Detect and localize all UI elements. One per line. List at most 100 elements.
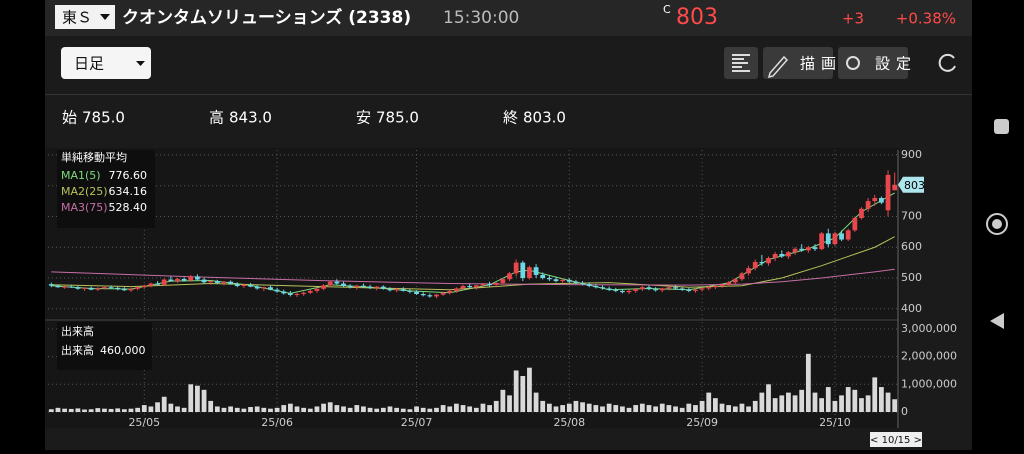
candle-body: [686, 289, 692, 291]
volume-bar: [500, 389, 506, 412]
volume-bar: [75, 408, 81, 412]
ma-legend: [57, 150, 155, 228]
price-tag-label: 803: [904, 179, 925, 192]
volume-bar: [805, 353, 811, 412]
volume-tick-label: 3,000,000: [901, 322, 957, 335]
volume-bar: [540, 400, 546, 412]
candle-body: [327, 281, 333, 286]
candle-body: [493, 282, 499, 285]
summary-label: 終: [503, 109, 518, 127]
candle-body: [852, 218, 858, 231]
candle-body: [772, 254, 778, 258]
candle-body: [779, 254, 785, 257]
volume-bar: [533, 392, 539, 412]
candle-body: [414, 291, 419, 294]
volume-legend-value: 460,000: [100, 344, 146, 357]
ma-legend-value: 776.60: [109, 169, 148, 182]
candle-body: [653, 289, 659, 291]
volume-bar: [327, 402, 333, 412]
volume-bar: [493, 400, 499, 412]
volume-bar: [454, 403, 459, 412]
volume-bar: [301, 407, 307, 412]
volume-bar: [560, 405, 566, 412]
volume-bar: [620, 406, 625, 412]
candle-body: [221, 281, 227, 283]
volume-bar: [726, 405, 732, 412]
volume-tick-label: 2,000,000: [901, 350, 957, 363]
volume-bar: [380, 407, 386, 412]
volume-bar: [228, 406, 234, 412]
candle-body: [859, 208, 864, 218]
candle-body: [805, 247, 811, 251]
candle-body: [600, 287, 605, 289]
change-pct: +0.38%: [896, 10, 956, 28]
volume-bar: [799, 389, 805, 412]
candle-body: [102, 287, 107, 289]
candle-body: [434, 294, 439, 297]
candle-body: [586, 284, 592, 286]
candle-body: [613, 289, 619, 291]
period-select[interactable]: [61, 47, 151, 79]
candle-body: [254, 286, 260, 289]
candle-body: [872, 198, 878, 202]
candle-body: [580, 282, 585, 285]
volume-bar: [374, 408, 380, 412]
summary-value: 785.0: [376, 109, 419, 127]
volume-bar: [62, 408, 67, 412]
volume-bar: [407, 409, 413, 412]
icon: [732, 54, 750, 72]
candle-body: [188, 276, 194, 281]
volume-bar: [55, 407, 61, 412]
volume-bar: [752, 400, 758, 412]
ma-legend-name: MA2(25): [61, 185, 108, 198]
volume-bar: [354, 405, 360, 412]
candle-body: [500, 279, 506, 283]
volume-bar: [214, 406, 220, 412]
cursor-label: < 10/15 >: [870, 435, 922, 446]
x-tick-label: 25/06: [261, 416, 293, 429]
volume-bar: [839, 395, 844, 412]
volume-bar: [148, 406, 154, 412]
volume-bar: [859, 398, 864, 412]
candle-body: [693, 289, 698, 291]
nav-home[interactable]: [986, 213, 1008, 235]
candle-body: [168, 279, 174, 282]
volume-bar: [819, 398, 825, 412]
volume-bar: [434, 407, 439, 412]
candle-body: [201, 279, 207, 283]
volume-bar: [234, 407, 240, 412]
volume-bar: [394, 407, 400, 412]
y-tick-label: 400: [901, 302, 922, 315]
draw-label: 描画: [800, 55, 842, 73]
nav-recent[interactable]: [994, 119, 1009, 134]
volume-bar: [460, 405, 466, 412]
dropdown-arrow: [136, 61, 145, 66]
volume-bar: [420, 407, 426, 412]
candle-body: [82, 287, 87, 289]
candle-body: [427, 295, 433, 297]
candle-body: [321, 285, 326, 289]
draw-button[interactable]: [763, 47, 833, 79]
candle-body: [261, 287, 267, 289]
volume-bar: [879, 387, 884, 412]
candle-body: [819, 233, 825, 250]
volume-bar: [772, 398, 778, 412]
candle-body: [766, 258, 771, 264]
x-tick-label: 25/08: [553, 416, 585, 429]
x-tick-label: 25/10: [819, 416, 851, 429]
candle-body: [825, 233, 831, 245]
nav-back[interactable]: [990, 313, 1004, 329]
icon: [846, 56, 860, 70]
volume-bar: [546, 403, 552, 412]
volume-bar: [673, 406, 678, 412]
candle-body: [420, 294, 426, 296]
candle-body: [620, 290, 625, 293]
refresh-icon[interactable]: [938, 53, 956, 72]
candle-body: [214, 281, 220, 283]
candle-body: [726, 282, 732, 285]
volume-bar: [593, 405, 599, 412]
volume-legend: [57, 322, 152, 370]
price-tag: [898, 176, 924, 193]
settings-button[interactable]: [838, 47, 908, 79]
volume-bar: [155, 402, 160, 412]
